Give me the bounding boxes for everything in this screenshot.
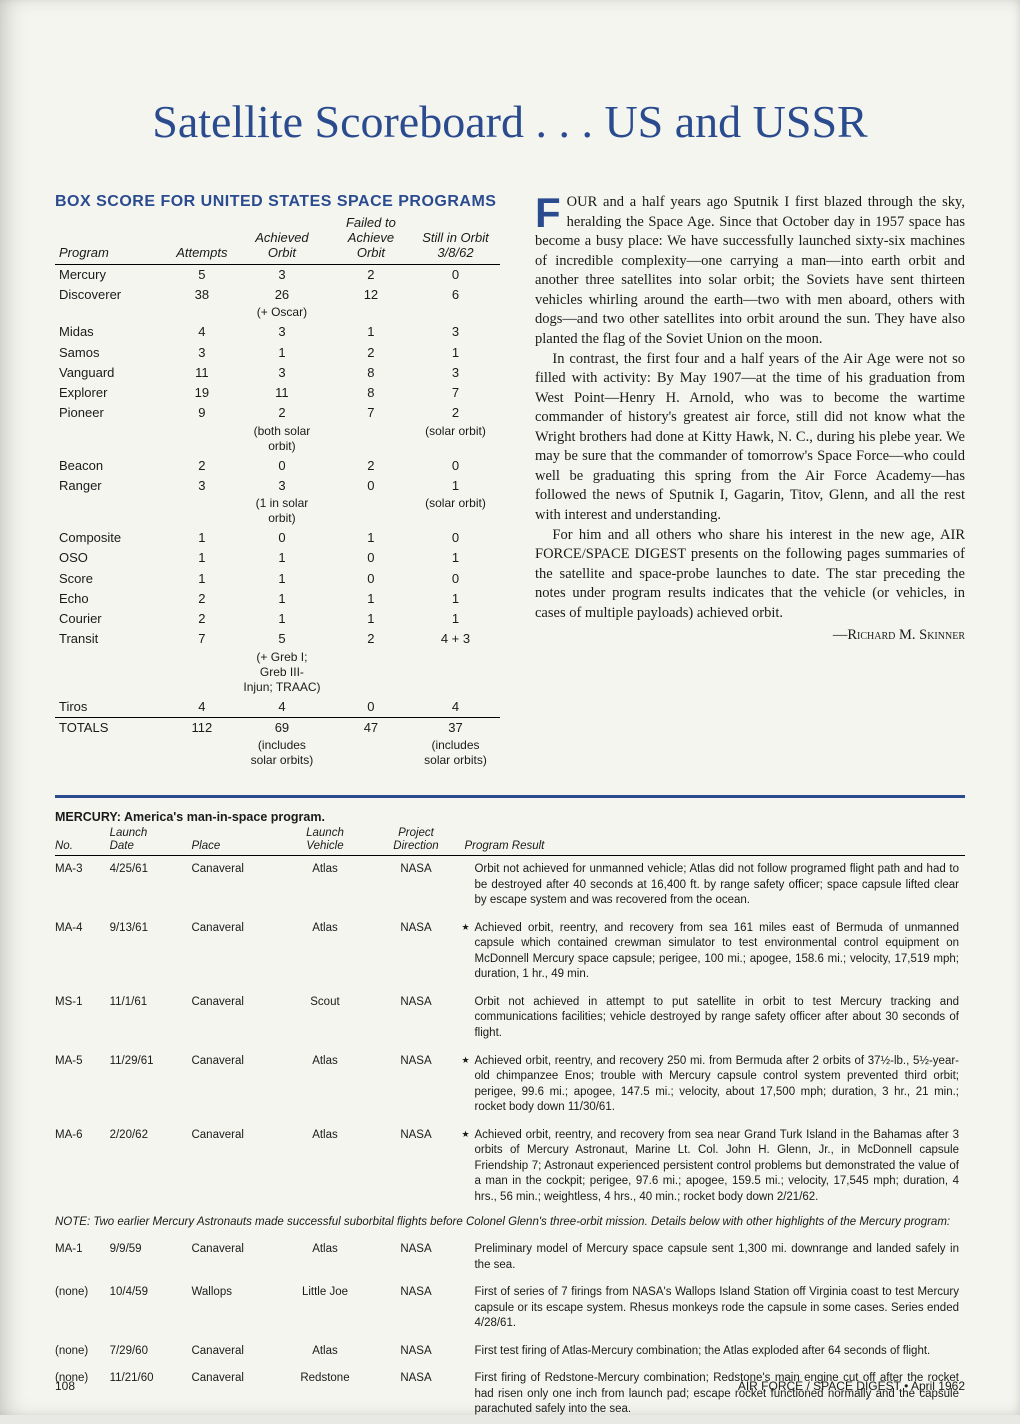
table-row: Echo2111 xyxy=(55,589,500,609)
byline: —Richard M. Skinner xyxy=(535,626,965,646)
table-row: MA-62/20/62CanaveralAtlasNASAAchieved or… xyxy=(55,1122,965,1212)
mercury-table-2: MA-19/9/59CanaveralAtlasNASAPreliminary … xyxy=(55,1236,965,1424)
box-score-table: ProgramAttemptsAchievedOrbitFailed toAch… xyxy=(55,215,500,770)
table-row: Mercury5320 xyxy=(55,264,500,285)
divider xyxy=(55,795,965,798)
page-number: 108 xyxy=(55,1379,75,1393)
table-row: Beacon2020 xyxy=(55,456,500,476)
dropcap: F xyxy=(535,193,567,231)
table-row: MA-49/13/61CanaveralAtlasNASAAchieved or… xyxy=(55,915,965,989)
prose-p1: OUR and a half years ago Sputnik I first… xyxy=(535,194,965,347)
prose-p3: For him and all others who share his int… xyxy=(535,526,965,624)
table-row: Vanguard11383 xyxy=(55,363,500,383)
table-row: (none)10/4/59WallopsLittle JoeNASAFirst … xyxy=(55,1279,965,1338)
table-row: Score1100 xyxy=(55,569,500,589)
table-row: MS-111/1/61CanaveralScoutNASAOrbit not a… xyxy=(55,989,965,1048)
table-row: MA-19/9/59CanaveralAtlasNASAPreliminary … xyxy=(55,1236,965,1279)
table-row: Composite1010 xyxy=(55,528,500,548)
table-row: TOTALS112694737 xyxy=(55,717,500,738)
mercury-heading: MERCURY: America's man-in-space program. xyxy=(55,810,965,824)
table-row: Samos3121 xyxy=(55,343,500,363)
article-prose: FOUR and a half years ago Sputnik I firs… xyxy=(535,193,965,770)
table-row: MA-511/29/61CanaveralAtlasNASAAchieved o… xyxy=(55,1048,965,1122)
mercury-table: No.LaunchDatePlaceLaunchVehicleProjectDi… xyxy=(55,826,965,1211)
magazine-footer: AIR FORCE / SPACE DIGEST • April 1962 xyxy=(738,1379,965,1393)
table-row: MA-34/25/61CanaveralAtlasNASAOrbit not a… xyxy=(55,856,965,915)
prose-p2: In contrast, the first four and a half y… xyxy=(535,350,965,526)
table-row: Tiros4404 xyxy=(55,697,500,718)
table-row: Courier2111 xyxy=(55,609,500,629)
page-title: Satellite Scoreboard . . . US and USSR xyxy=(55,95,965,148)
table-row: (none)7/29/60CanaveralAtlasNASAFirst tes… xyxy=(55,1338,965,1366)
mercury-note: NOTE: Two earlier Mercury Astronauts mad… xyxy=(55,1215,965,1230)
table-row: Pioneer9272 xyxy=(55,403,500,423)
table-row: Explorer191187 xyxy=(55,383,500,403)
table-row: OSO1101 xyxy=(55,548,500,568)
table-row: Discoverer3826126 xyxy=(55,285,500,305)
table-row: Ranger3301 xyxy=(55,476,500,496)
box-score-heading: BOX SCORE FOR UNITED STATES SPACE PROGRA… xyxy=(55,193,500,211)
table-row: Transit7524 + 3 xyxy=(55,629,500,649)
table-row: Midas4313 xyxy=(55,322,500,342)
